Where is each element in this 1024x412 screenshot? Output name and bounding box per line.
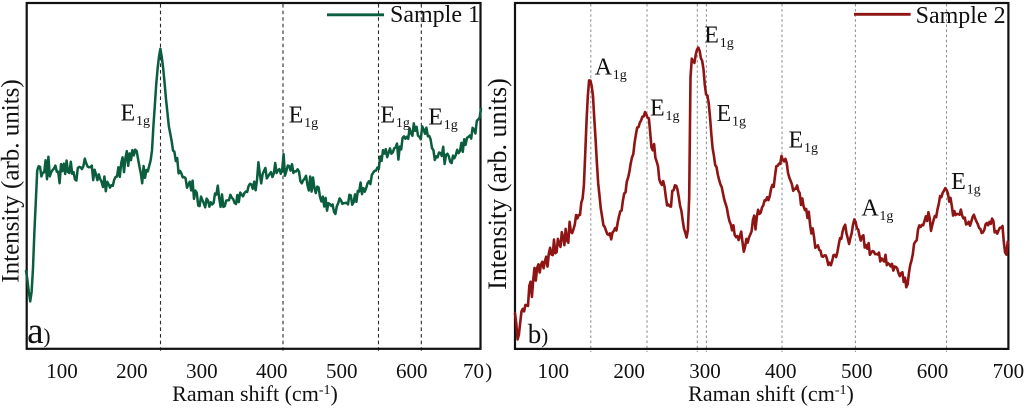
svg-text:E: E bbox=[121, 100, 136, 126]
svg-text:b): b) bbox=[528, 319, 549, 349]
svg-text:1g: 1g bbox=[613, 68, 627, 83]
svg-text:200: 200 bbox=[613, 359, 645, 383]
svg-text:Raman shift (cm-1): Raman shift (cm-1) bbox=[688, 381, 854, 406]
svg-text:1g: 1g bbox=[732, 115, 746, 130]
svg-text:1g: 1g bbox=[967, 183, 981, 198]
svg-text:E: E bbox=[704, 22, 719, 48]
svg-text:E: E bbox=[380, 102, 395, 128]
svg-text:E: E bbox=[650, 96, 665, 122]
svg-text:1g: 1g bbox=[444, 118, 458, 133]
svg-text:1g: 1g bbox=[804, 141, 818, 156]
svg-text:Intensity (arb. units): Intensity (arb. units) bbox=[483, 78, 512, 290]
svg-text:Sample 2: Sample 2 bbox=[916, 3, 1006, 29]
svg-text:A: A bbox=[595, 55, 613, 81]
svg-text:1g: 1g bbox=[136, 114, 150, 129]
svg-text:400: 400 bbox=[765, 359, 797, 383]
svg-text:70: 70 bbox=[463, 359, 484, 383]
svg-text:E: E bbox=[717, 101, 732, 127]
svg-text:500: 500 bbox=[326, 359, 358, 383]
svg-text:): ) bbox=[485, 359, 492, 383]
svg-text:300: 300 bbox=[689, 359, 721, 383]
svg-text:E: E bbox=[789, 128, 804, 154]
svg-text:400: 400 bbox=[256, 359, 288, 383]
svg-text:1g: 1g bbox=[304, 116, 318, 131]
svg-text:E: E bbox=[428, 104, 443, 130]
svg-text:500: 500 bbox=[841, 359, 873, 383]
svg-text:100: 100 bbox=[46, 359, 78, 383]
svg-text:100: 100 bbox=[538, 359, 570, 383]
svg-text:600: 600 bbox=[396, 359, 428, 383]
svg-text:1g: 1g bbox=[396, 116, 410, 131]
svg-text:300: 300 bbox=[186, 359, 218, 383]
svg-text:Intensity (arb. units): Intensity (arb. units) bbox=[0, 79, 24, 282]
svg-text:E: E bbox=[289, 102, 304, 128]
svg-text:E: E bbox=[951, 169, 966, 195]
svg-text:A: A bbox=[861, 196, 879, 222]
svg-text:200: 200 bbox=[116, 359, 148, 383]
svg-text:600: 600 bbox=[917, 359, 949, 383]
svg-text:1g: 1g bbox=[666, 109, 680, 124]
svg-text:Sample 1: Sample 1 bbox=[390, 2, 480, 28]
svg-text:1g: 1g bbox=[879, 209, 893, 224]
svg-text:1g: 1g bbox=[720, 36, 734, 51]
svg-text:Raman shift (cm-1): Raman shift (cm-1) bbox=[172, 381, 338, 406]
svg-text:700: 700 bbox=[993, 359, 1024, 383]
